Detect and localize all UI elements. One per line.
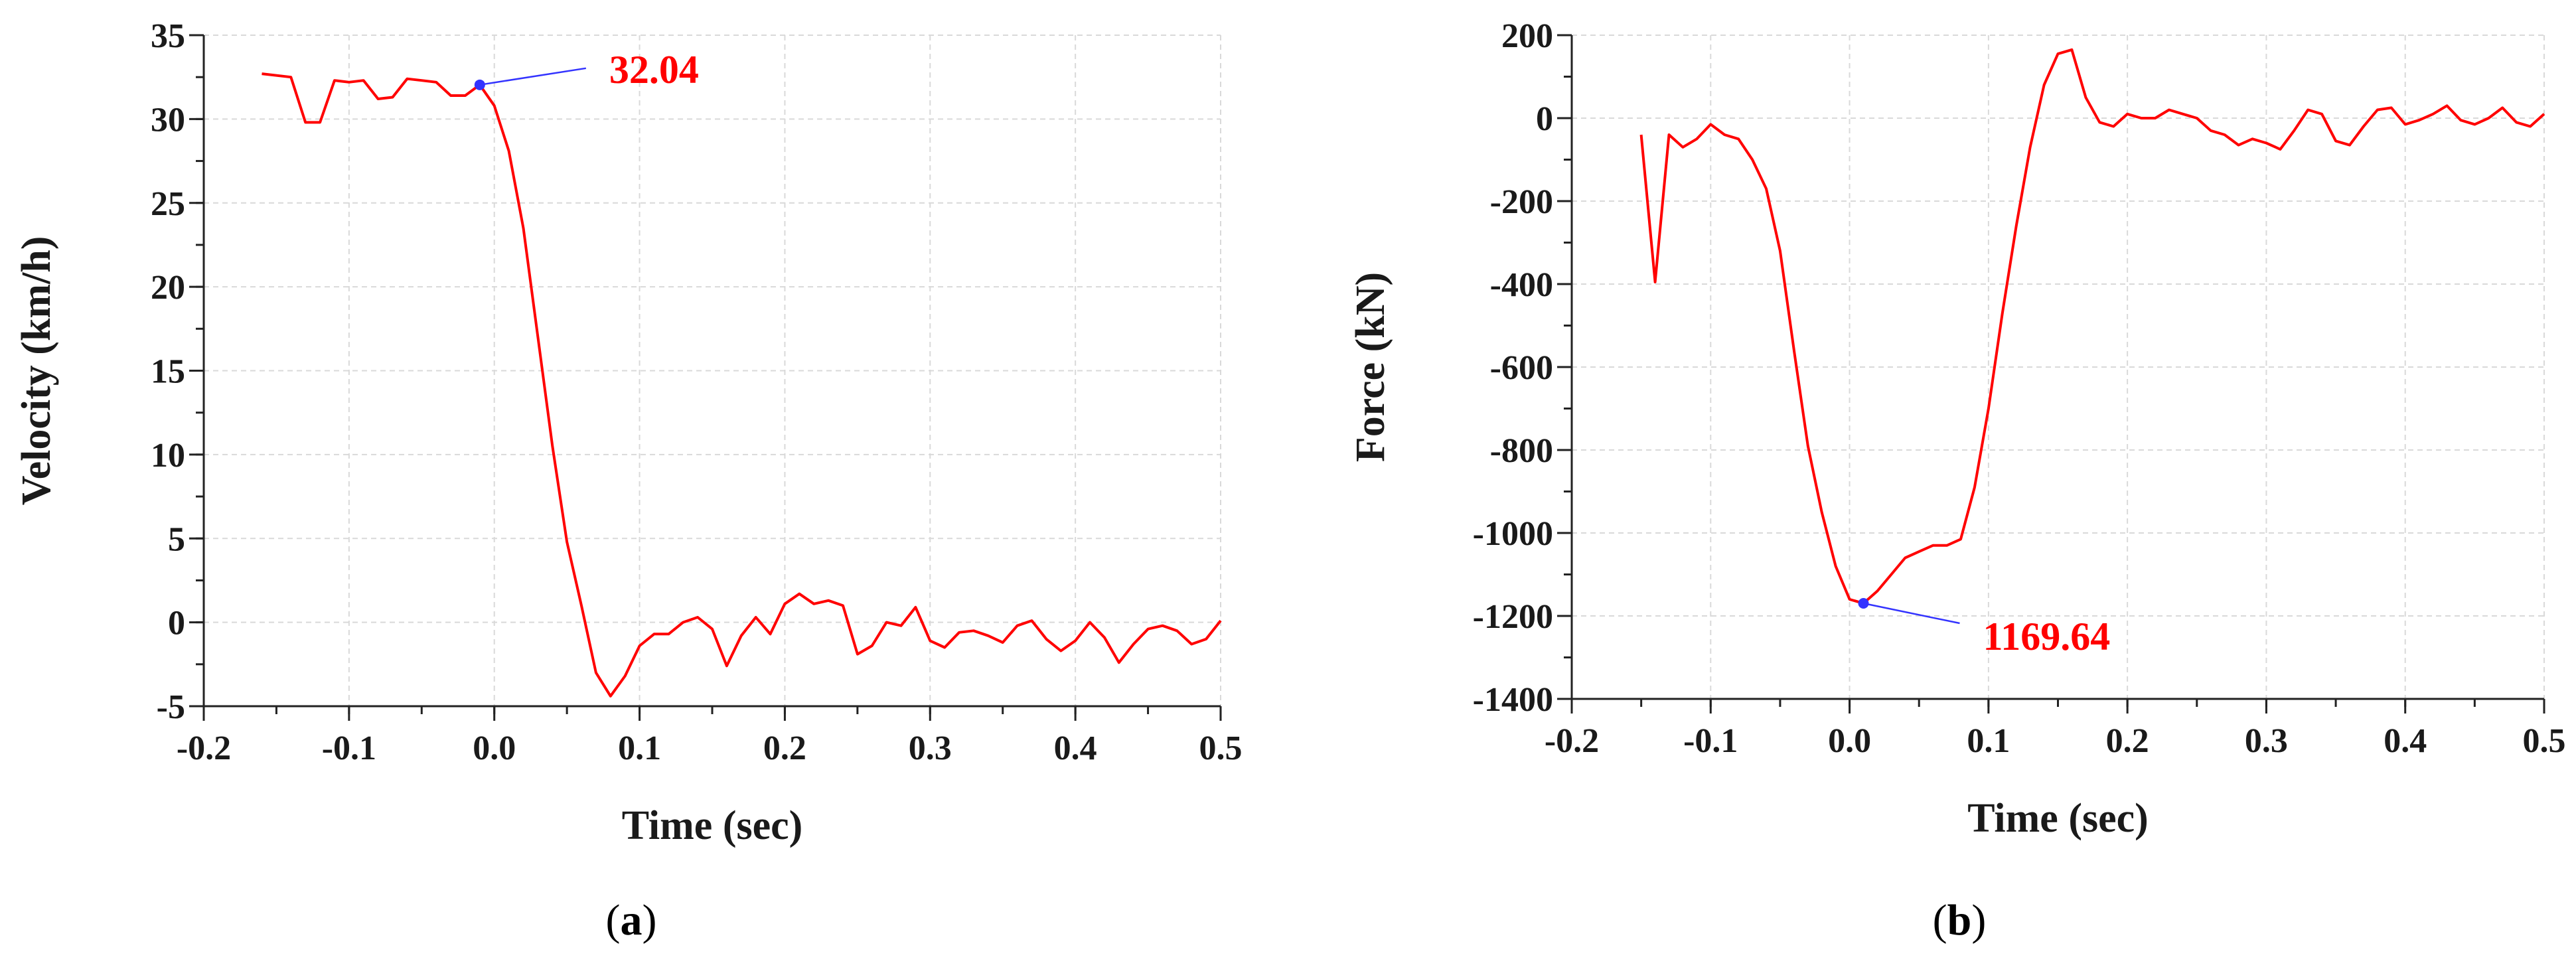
- x-tick-label: 0.1: [1967, 722, 2010, 760]
- x-tick-label: 0.2: [2106, 722, 2149, 760]
- caption-letter: b: [1947, 896, 1972, 944]
- x-tick-label: 0.4: [1054, 729, 1097, 767]
- series-line: [262, 72, 1222, 698]
- x-tick-label: -0.1: [322, 729, 376, 767]
- caption-paren-open: (: [606, 896, 621, 944]
- x-tick-label: 0.3: [909, 729, 952, 767]
- y-tick-label: 0: [168, 605, 185, 642]
- y-tick-label: 15: [151, 353, 185, 391]
- x-tick-label: 0.5: [2523, 722, 2566, 760]
- x-tick-label: 0.4: [2384, 722, 2427, 760]
- y-tick-label: 0: [1536, 100, 1553, 138]
- y-tick-label: 5: [168, 520, 185, 558]
- y-tick-label: 25: [151, 185, 185, 223]
- x-axis-title: Time (sec): [622, 803, 803, 848]
- annotation-marker: [1858, 598, 1869, 609]
- y-tick-label: 200: [1501, 17, 1553, 55]
- x-tick-label: 0.0: [1828, 722, 1871, 760]
- caption-paren-close: ): [1971, 896, 1986, 944]
- caption-letter: a: [621, 896, 643, 944]
- x-tick-label: 0.0: [473, 729, 516, 767]
- annotation-leader: [1863, 602, 1960, 625]
- x-axis-title: Time (sec): [1967, 796, 2149, 841]
- y-tick-label: 10: [151, 437, 185, 475]
- x-tick-label: 0.1: [618, 729, 661, 767]
- y-tick-label: -1000: [1473, 515, 1553, 553]
- x-tick-label: -0.1: [1683, 722, 1738, 760]
- panel-caption: (b): [1933, 896, 1987, 944]
- annotation-leader: [479, 67, 587, 86]
- y-tick-label: 20: [151, 269, 185, 307]
- caption-paren-close: ): [643, 896, 657, 944]
- x-tick-label: 0.3: [2245, 722, 2288, 760]
- chart-panel-a: -0.2 -0.1 0.0 0.1 0.2 0.3 0.4 0.5 -5 0 5 10 15 20 25 30…: [14, 17, 1243, 944]
- chart-panel-b: -0.2 -0.1 0.0 0.1 0.2 0.3 0.4 0.5 -1400 -1200 -100…: [1348, 17, 2566, 944]
- x-tick-label: -0.2: [1545, 722, 1599, 760]
- y-tick-label: -5: [157, 688, 185, 726]
- panel-caption: (a): [606, 896, 657, 944]
- y-tick-label: 35: [151, 17, 185, 55]
- annotation-label: 1169.64: [1983, 615, 2111, 658]
- y-axis-title: Velocity (km/h): [14, 236, 59, 506]
- y-tick-label: -800: [1490, 432, 1553, 470]
- gridlines: [1572, 35, 2545, 699]
- y-tick-label: -600: [1490, 349, 1553, 387]
- x-tick-label: -0.2: [177, 729, 231, 767]
- annotation-label: 32.04: [609, 48, 699, 92]
- gridlines: [204, 35, 1221, 706]
- y-tick-label: -1400: [1473, 681, 1553, 719]
- caption-paren-open: (: [1933, 896, 1947, 944]
- series-line: [1639, 48, 2545, 605]
- y-tick-label: -200: [1490, 183, 1553, 221]
- y-tick-label: 30: [151, 101, 185, 139]
- y-axis-title: Force (kN): [1348, 272, 1393, 462]
- y-tick-label: -400: [1490, 266, 1553, 304]
- annotation-marker: [474, 79, 485, 90]
- x-tick-label: 0.2: [763, 729, 806, 767]
- x-tick-label: 0.5: [1199, 729, 1243, 767]
- y-tick-label: -1200: [1473, 598, 1553, 636]
